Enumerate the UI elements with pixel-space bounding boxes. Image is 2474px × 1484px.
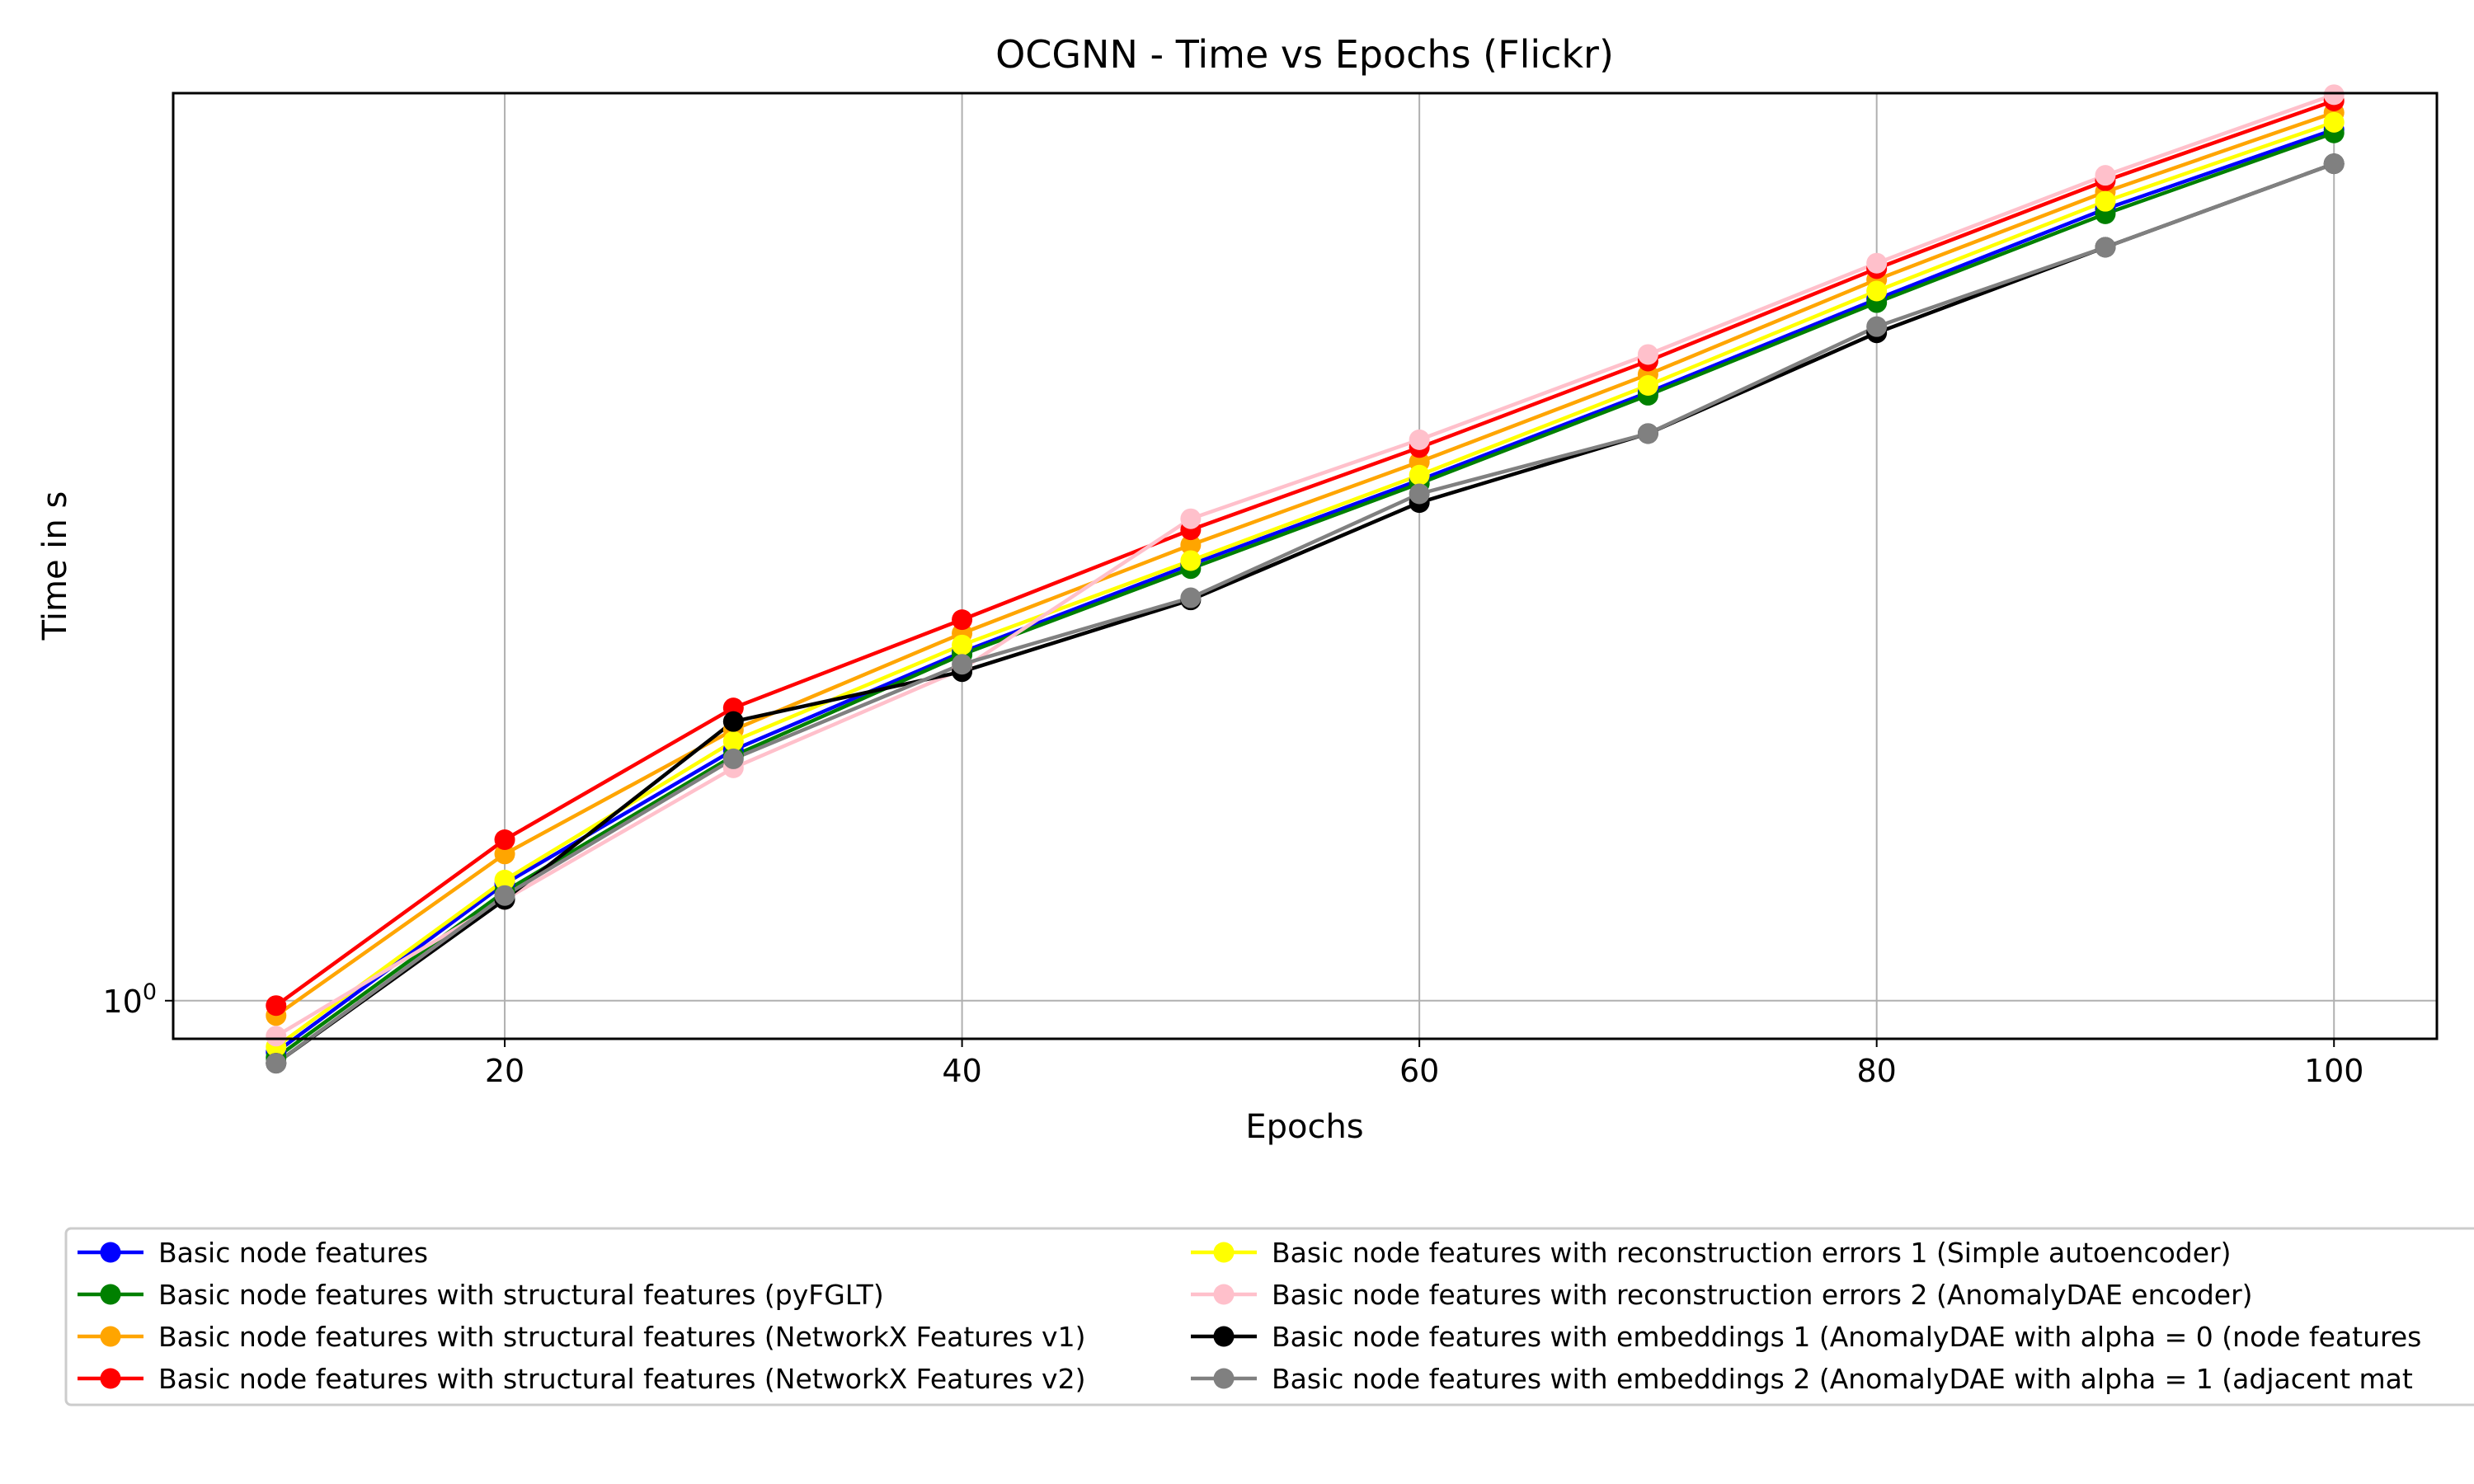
data-point [494,869,515,890]
legend-item: Basic node features [78,1237,428,1269]
legend-item: Basic node features with reconstruction … [1191,1279,2253,1311]
data-point [1409,429,1430,450]
legend-item: Basic node features with reconstruction … [1191,1237,2232,1269]
data-point [2095,165,2116,186]
series-line [275,92,2335,1038]
legend-marker [1213,1284,1235,1305]
series-line [275,120,2335,1049]
data-point [1180,534,1202,556]
y-tick-label: 100 [102,979,157,1020]
grid [173,93,2437,1039]
legend-marker [1213,1368,1235,1389]
data-point [1637,423,1658,444]
data-point [1180,508,1202,529]
legend-marker [100,1284,121,1305]
y-axis-label: Time in s [36,491,74,641]
series-line [275,162,2335,1065]
data-point [1637,344,1658,365]
legend-item: Basic node features with embeddings 2 (A… [1191,1363,2413,1395]
data-point [494,843,515,865]
data-point [1409,464,1430,486]
data-point [2323,111,2345,133]
series-line [275,99,2335,1007]
legend-label: Basic node features [158,1237,428,1269]
series-lines [275,92,2335,1065]
series-line [275,110,2335,1017]
data-point [1866,280,1888,302]
data-point [722,730,744,752]
data-point [2095,190,2116,212]
legend-marker [100,1242,121,1263]
data-point [266,1026,287,1047]
series-line [275,128,2335,1054]
chart-title: OCGNN - Time vs Epochs (Flickr) [995,32,1614,77]
x-tick-label: 60 [1399,1053,1439,1089]
x-axis-ticks: 20 40 60 80 100 [485,1039,2364,1089]
data-point [722,748,744,769]
legend-label: Basic node features with structural feat… [158,1363,1085,1395]
x-tick-label: 100 [2304,1053,2364,1089]
legend-marker [1213,1242,1235,1263]
legend-items: Basic node features Basic node features w… [78,1237,2421,1395]
data-point [1180,550,1202,571]
series-line [275,162,2335,1065]
legend-marker [100,1368,121,1389]
data-point [494,829,515,850]
data-point [1866,252,1888,274]
data-point [1637,375,1658,397]
series-points [266,84,2345,1074]
legend-label: Basic node features with embeddings 2 (A… [1272,1363,2413,1395]
legend-label: Basic node features with reconstruction … [1272,1279,2253,1311]
x-axis-label: Epochs [1245,1108,1363,1146]
legend-box [64,1227,2474,1407]
data-point [1409,483,1430,505]
x-tick-label: 80 [1857,1053,1897,1089]
legend-label: Basic node features with structural feat… [158,1279,884,1311]
legend-label: Basic node features with structural feat… [158,1321,1085,1353]
legend: Basic node features Basic node features w… [64,1227,2474,1407]
legend-label: Basic node features with embeddings 1 (A… [1272,1321,2421,1353]
x-tick-label: 20 [485,1053,524,1089]
data-point [952,654,973,675]
data-point [494,885,515,906]
legend-marker [1213,1326,1235,1347]
legend-item: Basic node features with structural feat… [78,1363,1085,1395]
y-axis-ticks: 100 [102,979,173,1020]
data-point [2323,153,2345,175]
legend-item: Basic node features with structural feat… [78,1321,1085,1353]
plot-frame [172,92,2439,1040]
data-point [1180,587,1202,608]
data-point [266,995,287,1017]
legend-item: Basic node features with structural feat… [78,1279,884,1311]
legend-label: Basic node features with reconstruction … [1272,1237,2232,1269]
series-line [275,131,2335,1059]
legend-marker [100,1326,121,1347]
data-point [722,711,744,732]
data-point [952,634,973,655]
data-point [2095,237,2116,258]
legend-item: Basic node features with embeddings 1 (A… [1191,1321,2421,1353]
data-point [2323,84,2345,106]
x-tick-label: 40 [942,1053,981,1089]
data-point [266,1053,287,1074]
data-point [952,609,973,631]
data-point [1866,316,1888,337]
